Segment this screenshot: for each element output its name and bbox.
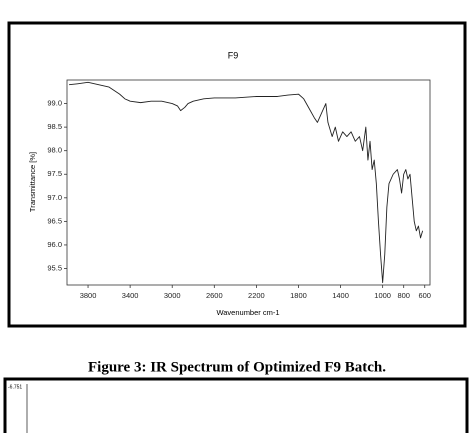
y-axis-label: Transmittance [%] xyxy=(28,152,37,212)
next-figure-axis-label: -6.751 xyxy=(8,384,22,390)
y-tick-label: 95.5 xyxy=(47,263,62,272)
x-tick-label: 3000 xyxy=(164,291,181,300)
figure-caption: Figure 3: IR Spectrum of Optimized F9 Ba… xyxy=(88,359,386,375)
y-tick-label: 96.0 xyxy=(47,240,62,249)
y-tick-label: 98.5 xyxy=(47,122,62,131)
spectrum-line xyxy=(69,81,424,284)
figure-frame xyxy=(7,21,467,328)
next-figure-frame xyxy=(3,377,469,438)
y-tick-label: 98.0 xyxy=(47,146,62,155)
x-tick-label: 1400 xyxy=(332,291,349,300)
plot-area xyxy=(66,79,431,286)
x-tick-label: 3400 xyxy=(122,291,139,300)
y-tick-label: 97.0 xyxy=(47,193,62,202)
x-tick-label: 800 xyxy=(397,291,410,300)
y-tick-label: 99.0 xyxy=(47,99,62,108)
x-axis-label: Wavenumber cm-1 xyxy=(216,308,279,317)
x-tick-label: 1800 xyxy=(290,291,307,300)
x-tick-label: 2200 xyxy=(248,291,265,300)
chart-title: F9 xyxy=(228,50,239,60)
x-tick-label: 2600 xyxy=(206,291,223,300)
x-tick-label: 600 xyxy=(418,291,431,300)
x-tick-label: 1000 xyxy=(374,291,391,300)
x-tick-label: 3800 xyxy=(80,291,97,300)
y-tick-label: 97.5 xyxy=(47,169,62,178)
y-tick-label: 96.5 xyxy=(47,216,62,225)
